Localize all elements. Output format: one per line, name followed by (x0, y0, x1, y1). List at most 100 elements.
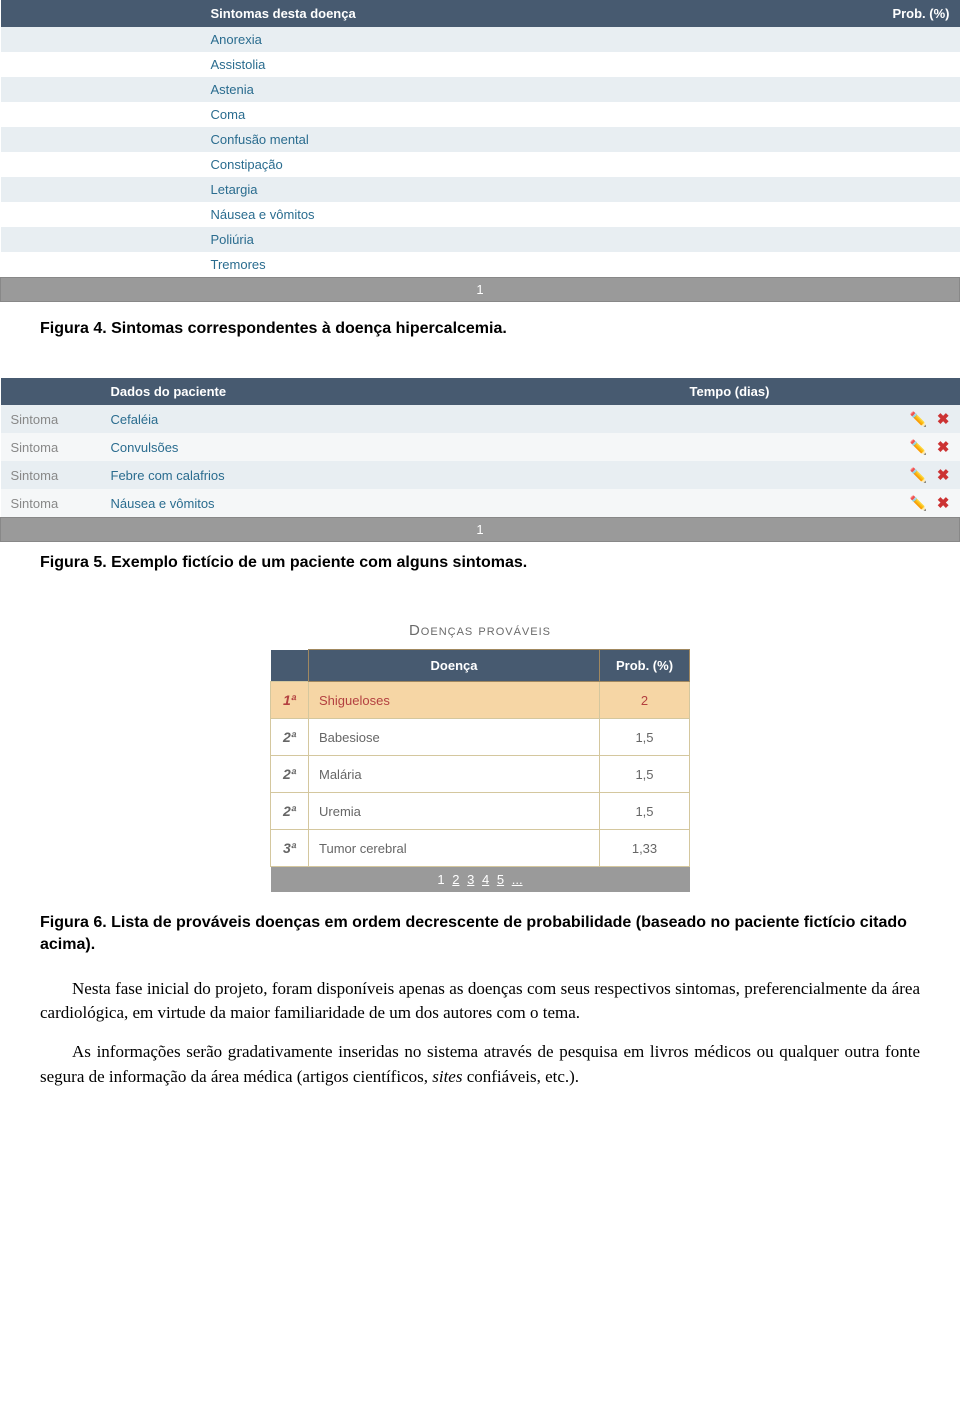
disease-name: Uremia (309, 793, 600, 830)
table-row: Coma (1, 102, 960, 127)
edit-icon[interactable]: ✏️ (909, 467, 926, 484)
pagination-current: 1 (1, 278, 960, 302)
symptom-name[interactable]: Coma (1, 102, 740, 127)
symptoms-table-header: Sintomas desta doença Prob. (%) (1, 0, 960, 27)
symptom-name[interactable]: Tremores (1, 252, 740, 278)
page-link[interactable]: 3 (467, 872, 474, 887)
table-row: Tremores (1, 252, 960, 278)
table-row[interactable]: 2ªUremia1,5 (271, 793, 690, 830)
paragraph-1: Nesta fase inicial do projeto, foram dis… (40, 977, 920, 1026)
figure-4-caption: Figura 4. Sintomas correspondentes à doe… (40, 320, 960, 338)
symptom-name[interactable]: Constipação (1, 152, 740, 177)
disease-rank: 2ª (271, 793, 309, 830)
symptom-name[interactable]: Astenia (1, 77, 740, 102)
disease-prob: 1,5 (600, 756, 690, 793)
table-row: Náusea e vômitos (1, 202, 960, 227)
pagination: 1 2 3 4 5 ... (271, 867, 690, 893)
col-prob: Prob. (%) (600, 650, 690, 682)
table-row: Constipação (1, 152, 960, 177)
probable-diseases-title: Doenças prováveis (0, 622, 960, 639)
page-link[interactable]: ... (512, 872, 523, 887)
page-link[interactable]: 4 (482, 872, 489, 887)
col-rank (271, 650, 309, 682)
table-row: Astenia (1, 77, 960, 102)
figure-5-caption: Figura 5. Exemplo fictício de um pacient… (40, 554, 960, 572)
symptom-prob (740, 52, 960, 77)
col-sintomas: Sintomas desta doença (1, 0, 740, 27)
disease-prob: 1,5 (600, 719, 690, 756)
row-type: Sintoma (1, 461, 101, 489)
disease-rank: 2ª (271, 719, 309, 756)
symptom-prob (740, 102, 960, 127)
symptom-prob (740, 77, 960, 102)
symptom-prob (740, 152, 960, 177)
table-row: SintomaNáusea e vômitos ✏️ ✖ (1, 489, 960, 518)
page-link: 1 (437, 872, 444, 887)
disease-name: Babesiose (309, 719, 600, 756)
table-row: SintomaCefaléia ✏️ ✖ (1, 405, 960, 433)
para2-italic: sites (432, 1067, 462, 1086)
row-actions: ✏️ ✖ (680, 433, 960, 461)
table-row[interactable]: 2ªMalária1,5 (271, 756, 690, 793)
patient-table-footer: 1 (1, 518, 960, 542)
row-type: Sintoma (1, 433, 101, 461)
edit-icon[interactable]: ✏️ (909, 411, 926, 428)
row-type: Sintoma (1, 405, 101, 433)
disease-rank: 1ª (271, 682, 309, 719)
table-row: Poliúria (1, 227, 960, 252)
pagination-current: 1 (1, 518, 960, 542)
disease-rank: 3ª (271, 830, 309, 867)
edit-icon[interactable]: ✏️ (909, 439, 926, 456)
delete-icon[interactable]: ✖ (937, 494, 950, 512)
col-blank (1, 378, 101, 405)
symptom-name[interactable]: Poliúria (1, 227, 740, 252)
delete-icon[interactable]: ✖ (937, 410, 950, 428)
col-disease: Doença (309, 650, 600, 682)
symptom-prob (740, 27, 960, 52)
symptom-prob (740, 227, 960, 252)
table-row: Letargia (1, 177, 960, 202)
symptom-prob (740, 202, 960, 227)
table-row[interactable]: 1ªShigueloses2 (271, 682, 690, 719)
table-row: SintomaFebre com calafrios ✏️ ✖ (1, 461, 960, 489)
row-actions: ✏️ ✖ (680, 461, 960, 489)
table-row[interactable]: 2ªBabesiose1,5 (271, 719, 690, 756)
row-type: Sintoma (1, 489, 101, 518)
symptom-name[interactable]: Confusão mental (1, 127, 740, 152)
symptom-name[interactable]: Náusea e vômitos (1, 202, 740, 227)
row-symptom-name[interactable]: Febre com calafrios (101, 461, 680, 489)
delete-icon[interactable]: ✖ (937, 466, 950, 484)
row-actions: ✏️ ✖ (680, 405, 960, 433)
page-link[interactable]: 5 (497, 872, 504, 887)
page-link[interactable]: 2 (452, 872, 459, 887)
symptom-name[interactable]: Letargia (1, 177, 740, 202)
symptom-prob (740, 252, 960, 278)
symptom-name[interactable]: Assistolia (1, 52, 740, 77)
disease-rank: 2ª (271, 756, 309, 793)
row-symptom-name[interactable]: Náusea e vômitos (101, 489, 680, 518)
paragraph-2: As informações serão gradativamente inse… (40, 1040, 920, 1089)
table-row: Anorexia (1, 27, 960, 52)
para2-part-b: confiáveis, etc.). (462, 1067, 579, 1086)
symptom-prob (740, 127, 960, 152)
symptom-name[interactable]: Anorexia (1, 27, 740, 52)
col-tempo: Tempo (dias) (680, 378, 960, 405)
delete-icon[interactable]: ✖ (937, 438, 950, 456)
symptoms-table-footer: 1 (1, 278, 960, 302)
edit-icon[interactable]: ✏️ (909, 495, 926, 512)
table-row[interactable]: 3ªTumor cerebral1,33 (271, 830, 690, 867)
row-symptom-name[interactable]: Cefaléia (101, 405, 680, 433)
symptom-prob (740, 177, 960, 202)
table-row: SintomaConvulsões ✏️ ✖ (1, 433, 960, 461)
row-actions: ✏️ ✖ (680, 489, 960, 518)
disease-name: Shigueloses (309, 682, 600, 719)
patient-table-header: Dados do paciente Tempo (dias) (1, 378, 960, 405)
probable-diseases-table: Doença Prob. (%) 1ªShigueloses22ªBabesio… (270, 649, 690, 892)
disease-prob: 1,33 (600, 830, 690, 867)
symptoms-table: Sintomas desta doença Prob. (%) Anorexia… (0, 0, 960, 302)
figure-6-caption: Figura 6. Lista de prováveis doenças em … (40, 912, 920, 957)
diseases-table-footer: 1 2 3 4 5 ... (271, 867, 690, 893)
row-symptom-name[interactable]: Convulsões (101, 433, 680, 461)
col-dados: Dados do paciente (101, 378, 680, 405)
disease-prob: 1,5 (600, 793, 690, 830)
